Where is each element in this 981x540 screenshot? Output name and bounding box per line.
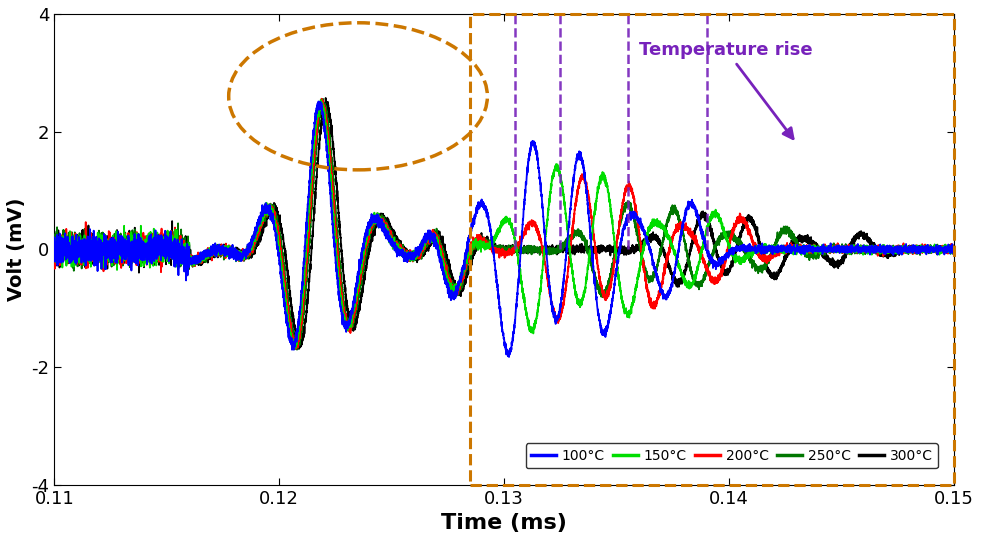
Bar [471,14,955,484]
Text: Temperature rise: Temperature rise [640,41,813,139]
Legend: 100°C, 150°C, 200°C, 250°C, 300°C: 100°C, 150°C, 200°C, 250°C, 300°C [526,443,938,468]
X-axis label: Time (ms): Time (ms) [441,513,567,533]
Y-axis label: Volt (mV): Volt (mV) [7,198,26,301]
